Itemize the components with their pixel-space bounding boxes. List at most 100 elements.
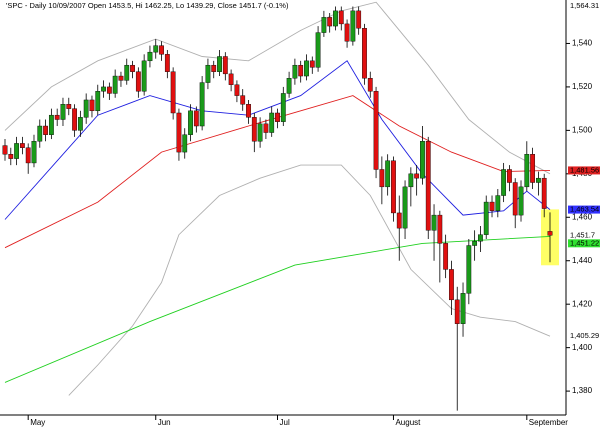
candle-body [425, 141, 431, 231]
candle-body [298, 64, 304, 77]
candle-body [159, 45, 164, 55]
candle-body [228, 73, 234, 85]
x-tick-label: Jul [280, 418, 290, 427]
indicator-line [4, 1, 551, 175]
candle-body [222, 56, 228, 75]
candle-body [321, 17, 327, 33]
candle-body [135, 71, 141, 92]
candle-body [2, 145, 8, 155]
price-tag-label: 1,451.7 [570, 230, 595, 239]
candle-body [327, 17, 333, 27]
candle-body [391, 160, 396, 214]
candle-body [72, 108, 77, 131]
candle-body [141, 60, 147, 92]
price-tag-label: 1,481.56 [570, 165, 599, 174]
candle-body [66, 104, 72, 109]
candle-body [54, 114, 60, 120]
candle-body [182, 134, 188, 153]
candle-body [234, 84, 240, 96]
price-tag-label: 1,564.31 [570, 1, 599, 10]
candle-body [501, 169, 507, 196]
candle-body [118, 75, 124, 81]
candle-body [367, 78, 373, 92]
candle-body [362, 28, 367, 79]
price-tag [568, 2, 600, 10]
x-tick-label: May [30, 418, 45, 427]
candle-body [414, 173, 420, 179]
candle-body [286, 78, 292, 94]
candle-body [240, 95, 246, 105]
candle-body [77, 117, 83, 131]
candle-body [275, 112, 280, 122]
candle-body [101, 86, 106, 92]
candle-body [495, 195, 501, 211]
candle-body [263, 123, 269, 133]
candle-body [95, 91, 101, 112]
y-tick-label: 1,540 [572, 39, 593, 48]
candle-body [454, 299, 460, 324]
candle-body [483, 201, 489, 235]
price-tag-label: 1,463.54 [570, 205, 599, 214]
candle-body [309, 60, 315, 68]
candle-body [217, 56, 222, 72]
candle-body [333, 10, 338, 27]
candle-body [460, 293, 466, 324]
x-tick-label: August [395, 418, 421, 427]
candle-body [489, 201, 495, 211]
candle-body [536, 177, 541, 183]
candle-body [524, 154, 530, 188]
candle-body [43, 125, 48, 135]
candle-body [466, 245, 472, 294]
candle-body [147, 51, 153, 62]
candle-body [251, 117, 257, 142]
candle-body [379, 169, 385, 188]
indicator-line [4, 235, 551, 383]
price-tag-label: 1,451.22 [570, 238, 599, 247]
price-tag [568, 239, 600, 248]
price-tag [568, 231, 600, 240]
candle-body [530, 154, 536, 183]
candle-body [338, 10, 344, 25]
candle-body [408, 173, 414, 188]
x-tick-label: Jun [158, 418, 171, 427]
candle-body [437, 214, 443, 244]
candle-body [304, 60, 309, 77]
indicator-line [4, 60, 551, 220]
candle-body [83, 99, 89, 118]
candle-body [8, 154, 14, 159]
price-tag [568, 205, 600, 214]
candle-body [292, 64, 298, 79]
candle-body [246, 104, 251, 118]
candle-body [130, 64, 135, 72]
candle-body [385, 160, 391, 188]
candle-body [350, 10, 356, 42]
candle-body [176, 112, 182, 153]
y-tick-label: 1,440 [572, 256, 593, 265]
candle-body [60, 104, 66, 120]
candle-body [164, 54, 170, 72]
candle-body [512, 182, 518, 216]
indicator-line [4, 95, 551, 249]
y-tick-label: 1,460 [572, 212, 593, 221]
candle-body [518, 186, 524, 216]
candle-body [112, 75, 118, 94]
x-tick-label: September [529, 418, 568, 427]
candle-body [443, 243, 449, 270]
candle-body [25, 147, 31, 164]
candle-body [193, 110, 199, 127]
candle-body [507, 169, 512, 183]
y-tick-label: 1,520 [572, 82, 593, 91]
candle-body [205, 64, 211, 83]
candle-body [269, 112, 275, 133]
candle-body [472, 240, 478, 246]
price-tag [568, 332, 600, 341]
candle-body [37, 125, 43, 142]
candle-body [431, 214, 437, 231]
candle-body [373, 91, 379, 170]
candle-body [344, 23, 350, 42]
candle-body [547, 231, 553, 236]
candle-body [211, 64, 217, 72]
y-tick-label: 1,380 [572, 386, 593, 395]
candle-body [356, 10, 362, 29]
